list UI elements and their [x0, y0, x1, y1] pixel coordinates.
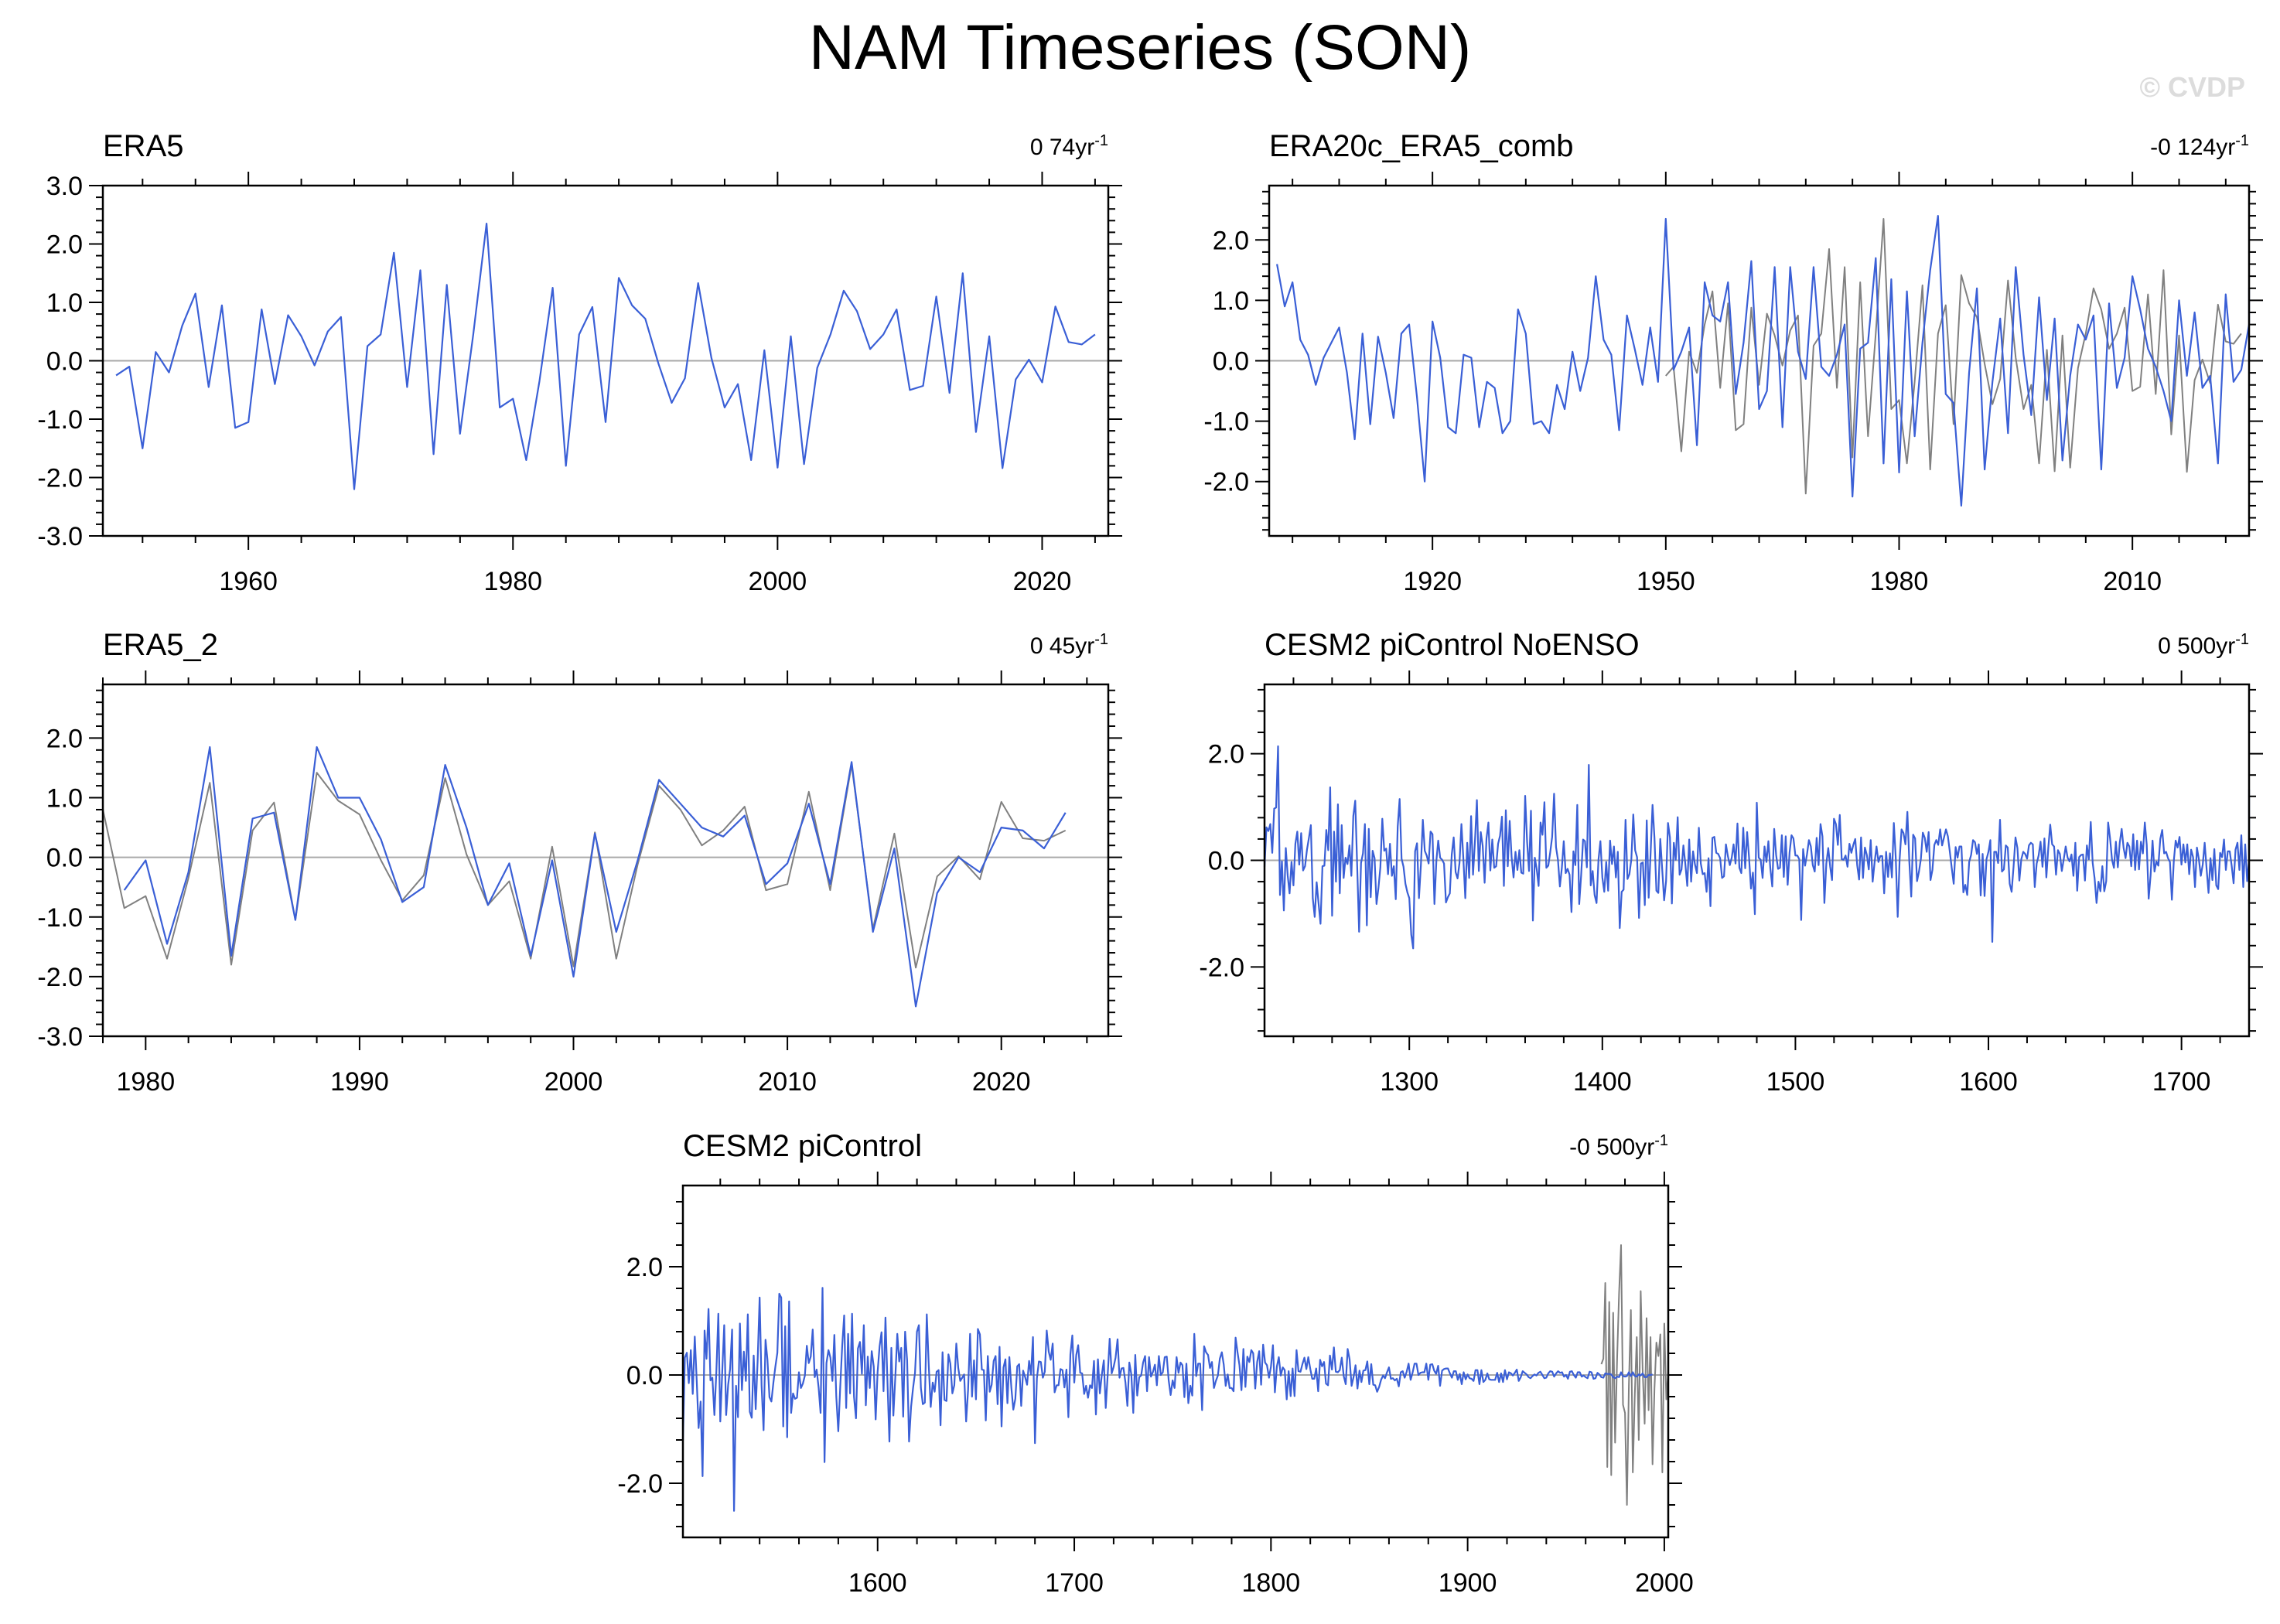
x-tick-label: 1900	[1439, 1568, 1497, 1598]
y-tick-label: 2.0	[46, 724, 83, 753]
y-tick-label: -2.0	[1203, 468, 1249, 497]
panel-title: CESM2 piControl NoENSO	[1265, 628, 1640, 662]
y-tick-label: -1.0	[1203, 408, 1249, 437]
plot-frame	[101, 683, 1110, 1038]
x-tick-label: 1400	[1573, 1067, 1632, 1097]
panel-trend-label: -0 124yr-1	[2150, 132, 2249, 160]
x-tick-label: 1950	[1637, 567, 1695, 596]
y-tick-label: 2.0	[1208, 740, 1244, 769]
x-tick-label: 1920	[1403, 567, 1462, 596]
panel-trend-label: -0 500yr-1	[1569, 1132, 1668, 1160]
panel-trend-label: 0 45yr-1	[1030, 631, 1108, 659]
panel-title: ERA5_2	[103, 628, 218, 662]
series-line-primary	[681, 1287, 1653, 1512]
x-tick-label: 2010	[2103, 567, 2162, 596]
panel-cesm2-picontrol: CESM2 piControl -0 500yr-1 1600 1700 1800 190…	[617, 1129, 1693, 1598]
series-line-primary	[1276, 215, 2251, 507]
x-tick-label: 1960	[219, 567, 278, 596]
panel-era5: ERA5 0 74yr-1 1960 1980 2000 2020 -3.0 -2.0 -1.0…	[37, 129, 1122, 596]
panel-era20c-era5-comb: ERA20c_ERA5_comb -0 124yr-1 1920 1950 1980 20…	[1203, 129, 2263, 596]
x-tick-label: 1600	[848, 1568, 907, 1598]
x-tick-label: 2010	[758, 1067, 817, 1097]
x-tick-label: 1990	[330, 1067, 389, 1097]
y-tick-label: 2.0	[1213, 226, 1249, 255]
y-tick-label: 0.0	[1213, 347, 1249, 377]
series-line-primary	[115, 223, 1096, 490]
series-line-primary	[123, 745, 1067, 1008]
panel-era5-2: ERA5_2 0 45yr-1 1980 1990 2000 2010 2020 -3.0 -2…	[37, 628, 1122, 1097]
x-tick-label: 1980	[1870, 567, 1929, 596]
y-tick-label: 3.0	[46, 172, 83, 201]
x-tick-label: 2000	[1635, 1568, 1694, 1598]
y-tick-label: 1.0	[1213, 286, 1249, 316]
x-tick-label: 1300	[1380, 1067, 1439, 1097]
y-tick-label: 0.0	[46, 844, 83, 873]
series-line-secondary	[1600, 1244, 1669, 1506]
y-tick-label: 0.0	[626, 1361, 663, 1390]
y-tick-label: -2.0	[37, 464, 83, 493]
panel-cesm2-picontrol-noenso: CESM2 piControl NoENSO 0 500yr-1 1300 1400 1…	[1199, 628, 2263, 1097]
y-tick-label: -3.0	[37, 1022, 83, 1052]
x-tick-label: 1700	[2152, 1067, 2211, 1097]
series-line-primary	[1263, 745, 2251, 950]
y-tick-label: -1.0	[37, 405, 83, 435]
plot-frame	[681, 1184, 1670, 1539]
x-tick-label: 1600	[1959, 1067, 2018, 1097]
panel-trend-label: 0 500yr-1	[2158, 631, 2249, 659]
y-tick-label: 1.0	[46, 784, 83, 814]
x-tick-label: 1500	[1766, 1067, 1825, 1097]
x-tick-label: 1700	[1045, 1568, 1104, 1598]
series-line-secondary	[102, 764, 1067, 969]
y-tick-label: -2.0	[617, 1469, 663, 1499]
y-tick-label: 2.0	[46, 230, 83, 260]
x-tick-label: 2020	[1013, 567, 1072, 596]
x-tick-label: 2000	[544, 1067, 603, 1097]
y-tick-label: 2.0	[626, 1253, 663, 1282]
panel-trend-label: 0 74yr-1	[1030, 132, 1108, 160]
panel-title: CESM2 piControl	[683, 1129, 922, 1163]
x-tick-label: 2020	[972, 1067, 1031, 1097]
y-tick-label: 0.0	[1208, 847, 1244, 876]
y-tick-label: 1.0	[46, 288, 83, 318]
panel-title: ERA5	[103, 129, 184, 163]
y-tick-label: -3.0	[37, 522, 83, 551]
y-tick-label: 0.0	[46, 347, 83, 377]
main-title: NAM Timeseries (SON)	[808, 12, 1472, 83]
y-tick-label: -2.0	[1199, 953, 1244, 982]
x-tick-label: 1980	[116, 1067, 175, 1097]
x-tick-label: 1980	[483, 567, 542, 596]
panel-title: ERA20c_ERA5_comb	[1269, 129, 1574, 163]
x-tick-label: 1800	[1242, 1568, 1301, 1598]
y-tick-label: -2.0	[37, 963, 83, 992]
series-line-secondary	[1665, 218, 2242, 495]
x-tick-label: 2000	[749, 567, 807, 596]
y-tick-label: -1.0	[37, 903, 83, 933]
cvdp-watermark: © CVDP	[2139, 71, 2245, 103]
